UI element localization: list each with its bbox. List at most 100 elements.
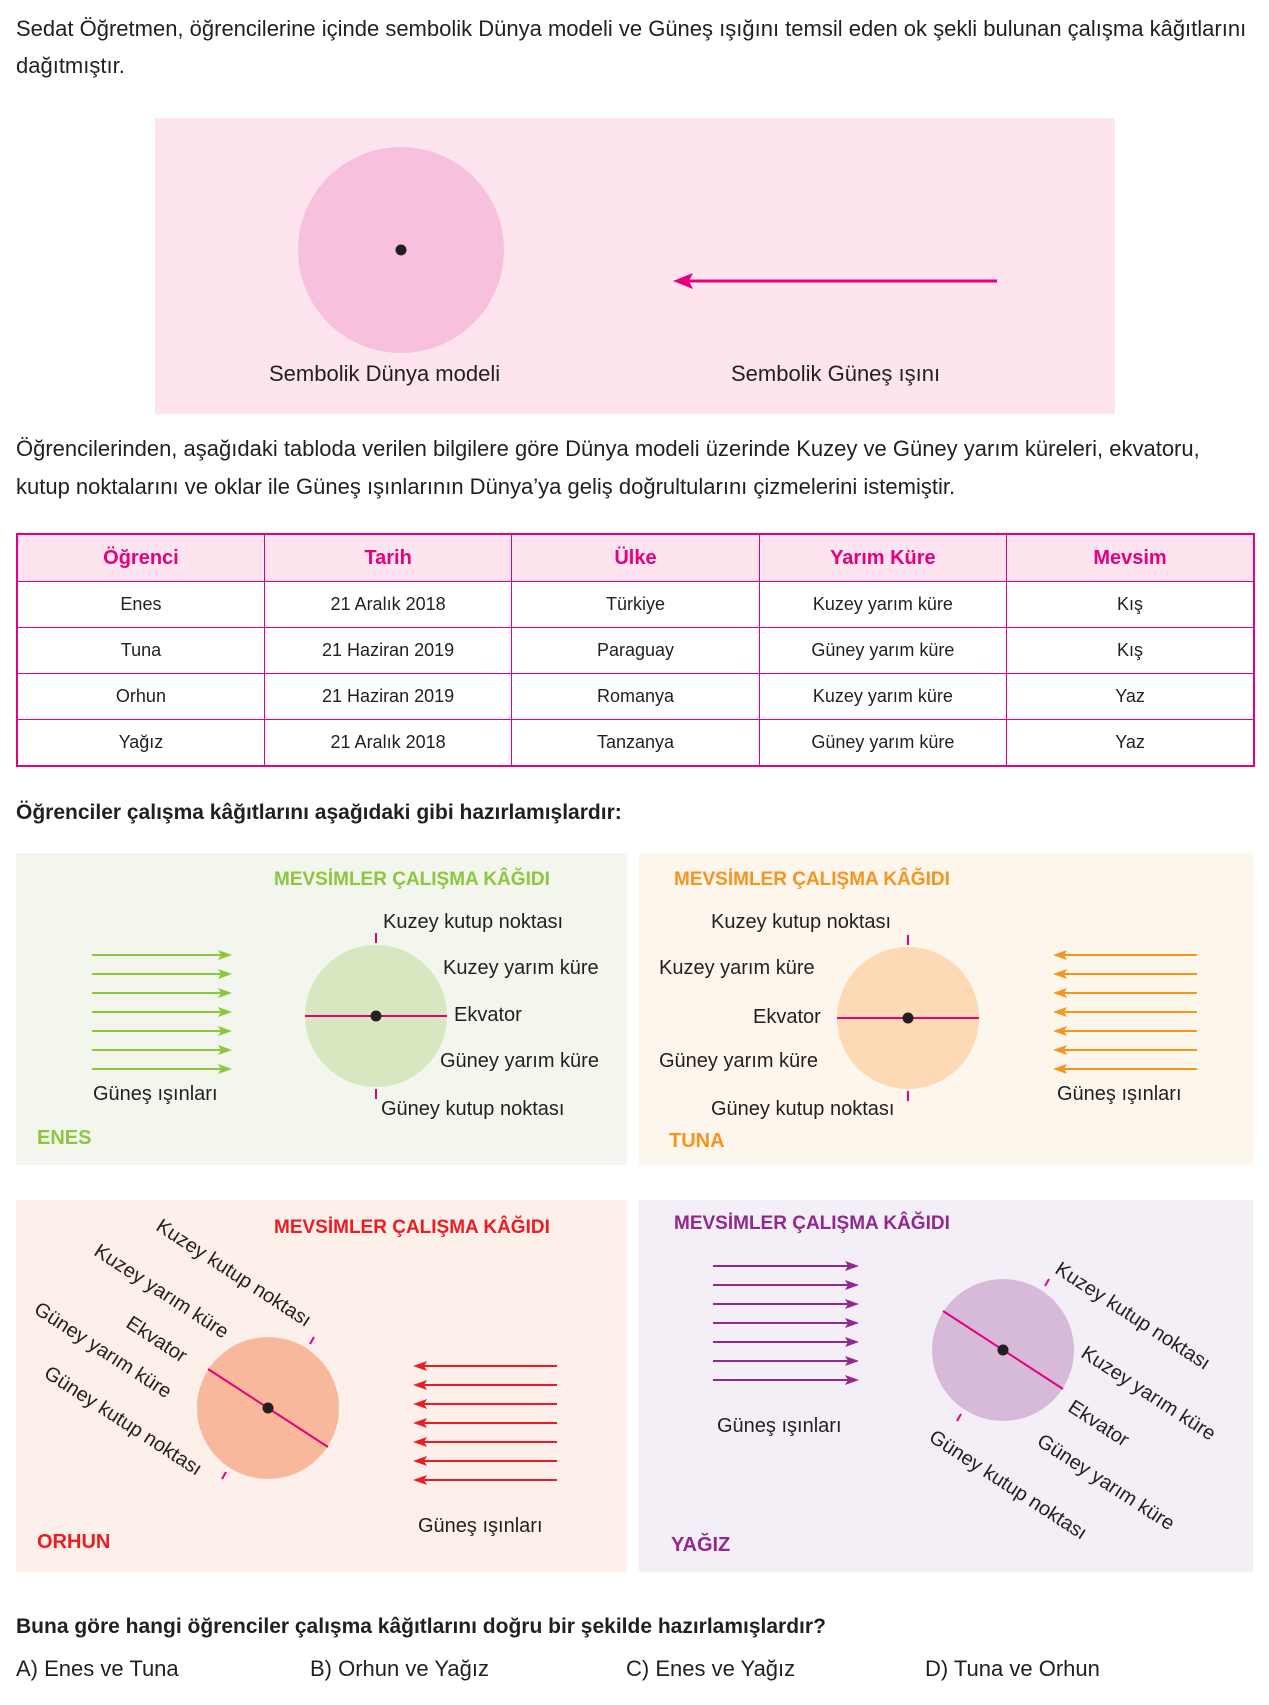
question-text: Buna göre hangi öğrenciler çalışma kâğıt…	[16, 1615, 826, 1638]
sun-ray-arrowhead	[413, 1456, 427, 1466]
sun-rays-label: Güneş ışınları	[717, 1415, 842, 1437]
column-header: Tarih	[263, 533, 513, 582]
instruction-text: Öğrencilerinden, aşağıdaki tabloda veril…	[16, 436, 1200, 499]
sun-ray-arrowhead	[845, 1318, 859, 1328]
sun-ray-arrowhead	[1053, 950, 1067, 960]
table-cell: Kış	[1006, 581, 1255, 628]
table-row: Enes 21 Aralık 2018 Türkiye Kuzey yarım …	[16, 581, 1255, 628]
panel-title: MEVSİMLER ÇALIŞMA KÂĞIDI	[674, 869, 950, 890]
sun-rays-right-arrows	[92, 950, 232, 1074]
sun-ray-arrowhead	[218, 1045, 232, 1055]
sun-ray-arrowhead	[845, 1356, 859, 1366]
south-hemisphere-label: Güney yarım küre	[440, 1050, 599, 1072]
yagiz-center-dot	[997, 1344, 1009, 1356]
table-cell: Güney yarım küre	[758, 627, 1008, 674]
earth-model-caption: Sembolik Dünya modeli	[269, 361, 501, 386]
sun-ray-arrowhead	[413, 1475, 427, 1485]
table-cell: Romanya	[511, 673, 760, 720]
symbolic-model-box: Sembolik Dünya modeli Sembolik Güneş ışı…	[155, 118, 1115, 414]
sun-ray-arrowhead	[218, 950, 232, 960]
sun-ray-caption: Sembolik Güneş ışını	[731, 361, 941, 386]
sun-ray-arrowhead	[845, 1337, 859, 1347]
table-header-row: Öğrenci Tarih Ülke Yarım Küre Mevsim	[16, 533, 1255, 582]
table-row: Yağız 21 Aralık 2018 Tanzanya Güney yarı…	[16, 719, 1255, 767]
north-hemisphere-label: Kuzey yarım küre	[659, 957, 815, 979]
table-row: Orhun 21 Haziran 2019 Romanya Kuzey yarı…	[16, 673, 1255, 720]
sun-ray-arrowhead	[1053, 1007, 1067, 1017]
south-hemisphere-label: Güney yarım küre	[659, 1050, 818, 1072]
answer-option-d[interactable]: D) Tuna ve Orhun	[925, 1656, 1100, 1681]
equator-label: Ekvator	[454, 1004, 522, 1026]
sun-ray-arrowhead	[1053, 1045, 1067, 1055]
sun-ray-arrowhead	[1053, 988, 1067, 998]
answer-option-b[interactable]: B) Orhun ve Yağız	[310, 1656, 489, 1681]
worksheets-heading: Öğrenciler çalışma kâğıtlarını aşağıdaki…	[16, 801, 622, 824]
north-pole-label: Kuzey kutup noktası	[711, 911, 892, 933]
sun-ray-arrowhead	[413, 1437, 427, 1447]
sun-ray-arrowhead	[218, 1026, 232, 1036]
panel-title: MEVSİMLER ÇALIŞMA KÂĞIDI	[674, 1213, 950, 1234]
table-cell: 21 Aralık 2018	[263, 719, 513, 767]
student-name-enes: ENES	[37, 1127, 92, 1149]
column-header: Yarım Küre	[758, 533, 1008, 582]
table-cell: Kuzey yarım küre	[758, 581, 1008, 628]
table-cell: Paraguay	[511, 627, 760, 674]
sun-ray-arrowhead	[413, 1380, 427, 1390]
sun-ray-arrowhead	[1053, 969, 1067, 979]
yagiz-diagram	[713, 1261, 1074, 1422]
sun-ray-arrowhead	[673, 273, 693, 289]
table-cell: Tuna	[16, 627, 265, 674]
sun-ray-arrowhead	[413, 1361, 427, 1371]
table-cell: Güney yarım küre	[758, 719, 1008, 767]
sun-rays-left-arrows	[1053, 950, 1197, 1074]
table-cell: Yaz	[1006, 673, 1255, 720]
sun-ray-arrowhead	[845, 1299, 859, 1309]
yagiz-south-pole-mark	[956, 1413, 962, 1422]
orhun-south-pole-mark	[221, 1471, 227, 1480]
student-info-table: Öğrenci Tarih Ülke Yarım Küre Mevsim Ene…	[16, 533, 1255, 767]
worksheet-panel-enes: MEVSİMLER ÇALIŞMA KÂĞIDI Kuzey kutup nok…	[16, 853, 627, 1165]
table-cell: Türkiye	[511, 581, 760, 628]
enes-diagram	[92, 933, 447, 1099]
orhun-center-dot	[262, 1402, 274, 1414]
symbolic-model-figure	[298, 147, 997, 353]
sun-ray-arrowhead	[413, 1418, 427, 1428]
student-name-orhun: ORHUN	[37, 1531, 111, 1553]
sun-rays-label: Güneş ışınları	[418, 1515, 543, 1537]
table-cell: 21 Haziran 2019	[263, 673, 513, 720]
student-name-yagiz: YAĞIZ	[671, 1534, 731, 1556]
south-pole-label: Güney kutup noktası	[711, 1098, 895, 1120]
south-pole-label: Güney kutup noktası	[381, 1098, 565, 1120]
worksheet-panel-yagiz: MEVSİMLER ÇALIŞMA KÂĞIDI Kuzey kutup nok…	[639, 1200, 1253, 1572]
sun-ray-arrowhead	[218, 1007, 232, 1017]
earth-center-dot	[395, 244, 407, 256]
intro-text: Sedat Öğretmen, öğrencilerine içinde sem…	[16, 16, 1247, 78]
table-cell: 21 Aralık 2018	[263, 581, 513, 628]
table-cell: Tanzanya	[511, 719, 760, 767]
yagiz-north-pole-mark	[1044, 1278, 1050, 1287]
panel-title: MEVSİMLER ÇALIŞMA KÂĞIDI	[274, 869, 550, 890]
worksheet-panel-orhun: MEVSİMLER ÇALIŞMA KÂĞIDI Kuzey kutup nok…	[16, 1200, 627, 1572]
table-cell: Yağız	[16, 719, 265, 767]
worksheet-panel-tuna: MEVSİMLER ÇALIŞMA KÂĞIDI Kuzey kutup nok…	[639, 853, 1253, 1165]
sun-ray-arrowhead	[845, 1261, 859, 1271]
column-header: Mevsim	[1006, 533, 1255, 582]
table-cell: 21 Haziran 2019	[263, 627, 513, 674]
table-cell: Kuzey yarım küre	[758, 673, 1008, 720]
table-cell: Orhun	[16, 673, 265, 720]
sun-rays-label: Güneş ışınları	[1057, 1083, 1182, 1105]
sun-ray-arrowhead	[218, 1064, 232, 1074]
sun-ray-arrowhead	[845, 1280, 859, 1290]
column-header: Ülke	[511, 533, 760, 582]
north-hemisphere-label: Kuzey yarım küre	[443, 957, 599, 979]
sun-rays-right-arrows	[713, 1261, 859, 1385]
answer-option-a[interactable]: A) Enes ve Tuna	[16, 1656, 179, 1681]
sun-ray-arrowhead	[845, 1375, 859, 1385]
table-cell: Enes	[16, 581, 265, 628]
sun-ray-arrowhead	[218, 969, 232, 979]
student-name-tuna: TUNA	[669, 1130, 725, 1152]
sun-rays-label: Güneş ışınları	[93, 1083, 218, 1105]
answer-option-c[interactable]: C) Enes ve Yağız	[626, 1656, 796, 1681]
north-pole-label: Kuzey kutup noktası	[383, 911, 564, 933]
orhun-north-pole-mark	[309, 1336, 315, 1345]
